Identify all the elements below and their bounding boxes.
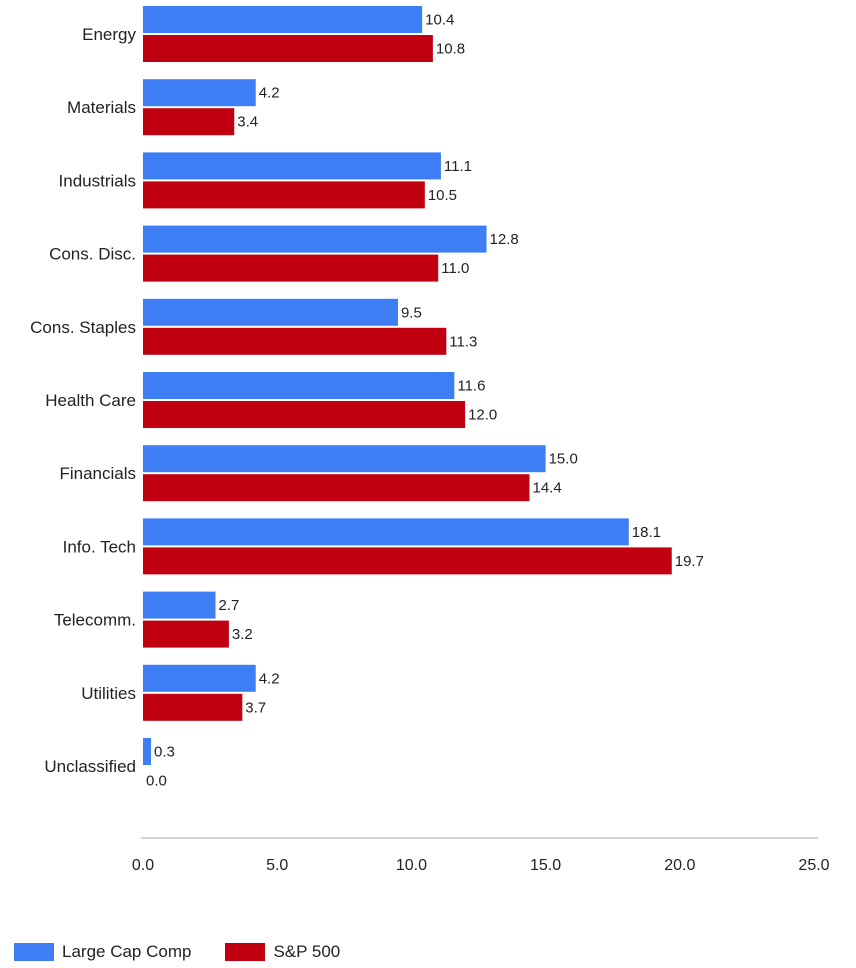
x-tick-labels: 0.0 5.0 10.0 15.0 20.0 25.0	[132, 857, 830, 874]
category-labels: Energy Materials Industrials Cons. Disc. Con…	[30, 25, 136, 776]
x-tick-label-5: 25.0	[798, 857, 829, 874]
value-label-2-3: 11.0	[441, 260, 469, 277]
category-label-10: Unclassified	[44, 757, 136, 776]
value-label-1-7: 18.1	[632, 524, 661, 541]
category-label-6: Financials	[59, 464, 136, 483]
value-label-2-4: 11.3	[449, 333, 477, 350]
legend-item-series-2: S&P 500	[225, 942, 340, 962]
bar-2-7	[143, 547, 672, 575]
legend-swatch-series-1	[14, 943, 54, 961]
legend-item-series-1: Large Cap Comp	[14, 942, 191, 962]
category-label-0: Energy	[82, 25, 136, 44]
category-label-4: Cons. Staples	[30, 318, 136, 337]
category-label-3: Cons. Disc.	[49, 245, 136, 264]
bar-1-1	[143, 79, 256, 107]
x-tick-label-4: 20.0	[664, 857, 695, 874]
legend-label-series-2: S&P 500	[273, 942, 341, 961]
value-label-2-8: 3.2	[232, 626, 253, 643]
value-label-2-0: 10.8	[436, 41, 465, 58]
value-label-1-5: 11.6	[457, 378, 485, 395]
bar-1-6	[143, 445, 546, 473]
legend-swatch-series-2	[225, 943, 266, 961]
bar-2-9	[143, 693, 243, 721]
value-label-2-10: 0.0	[146, 773, 167, 790]
bar-1-8	[143, 591, 216, 619]
bar-1-4	[143, 298, 398, 326]
bar-2-5	[143, 401, 466, 428]
value-labels: 10.410.84.23.411.110.512.811.09.511.311.…	[146, 12, 704, 790]
value-label-1-2: 11.1	[444, 158, 472, 175]
bars-group	[143, 6, 672, 765]
bar-1-0	[143, 6, 423, 33]
value-label-1-0: 10.4	[425, 12, 454, 29]
legend-label-series-1: Large Cap Comp	[62, 942, 192, 961]
value-label-2-7: 19.7	[675, 553, 704, 570]
value-label-1-1: 4.2	[259, 85, 280, 102]
category-label-9: Utilities	[81, 684, 136, 703]
bar-2-4	[143, 327, 447, 355]
category-label-5: Health Care	[45, 391, 136, 410]
value-label-1-3: 12.8	[490, 231, 519, 248]
category-label-7: Info. Tech	[63, 537, 136, 556]
category-label-2: Industrials	[59, 171, 136, 190]
value-label-2-5: 12.0	[468, 407, 497, 424]
bar-2-3	[143, 254, 439, 282]
x-tick-label-2: 10.0	[396, 857, 427, 874]
value-label-1-9: 4.2	[259, 670, 280, 687]
value-label-1-8: 2.7	[218, 597, 239, 614]
value-label-2-2: 10.5	[428, 187, 457, 204]
x-tick-label-1: 5.0	[266, 857, 288, 874]
bar-1-5	[143, 372, 455, 399]
category-label-8: Telecomm.	[54, 611, 136, 630]
x-tick-label-3: 15.0	[530, 857, 561, 874]
category-label-1: Materials	[67, 98, 136, 117]
bar-1-7	[143, 518, 629, 546]
bar-1-2	[143, 152, 441, 180]
bar-2-0	[143, 35, 433, 62]
legend: Large Cap Comp S&P 500	[14, 942, 374, 962]
value-label-2-9: 3.7	[245, 699, 266, 716]
value-label-1-4: 9.5	[401, 304, 422, 321]
bar-2-2	[143, 181, 425, 209]
bar-2-1	[143, 108, 235, 136]
bar-1-9	[143, 664, 256, 692]
value-label-2-6: 14.4	[532, 480, 561, 497]
value-label-1-10: 0.3	[154, 744, 175, 761]
bar-2-8	[143, 620, 229, 648]
bar-2-6	[143, 474, 530, 502]
bar-1-3	[143, 225, 487, 253]
value-label-2-1: 3.4	[237, 114, 258, 131]
bar-1-10	[143, 738, 152, 765]
value-label-1-6: 15.0	[549, 451, 578, 468]
x-tick-label-0: 0.0	[132, 857, 154, 874]
